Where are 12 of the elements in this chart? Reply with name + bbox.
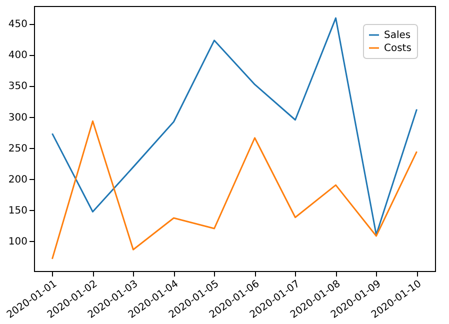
legend-label: Sales	[384, 30, 411, 41]
y-tick-label: 100	[8, 236, 28, 248]
y-tick-label: 150	[8, 205, 28, 216]
line-series	[51, 120, 418, 260]
y-tick-label: 450	[8, 19, 28, 30]
y-tick-label: 250	[8, 143, 28, 154]
y-tick-label: 400	[8, 50, 28, 62]
y-tick-label: 350	[8, 81, 28, 92]
y-tick-label: 200	[8, 174, 28, 186]
line-series	[51, 17, 418, 236]
legend-label: Costs	[384, 43, 412, 54]
y-tick-label: 300	[8, 112, 28, 124]
